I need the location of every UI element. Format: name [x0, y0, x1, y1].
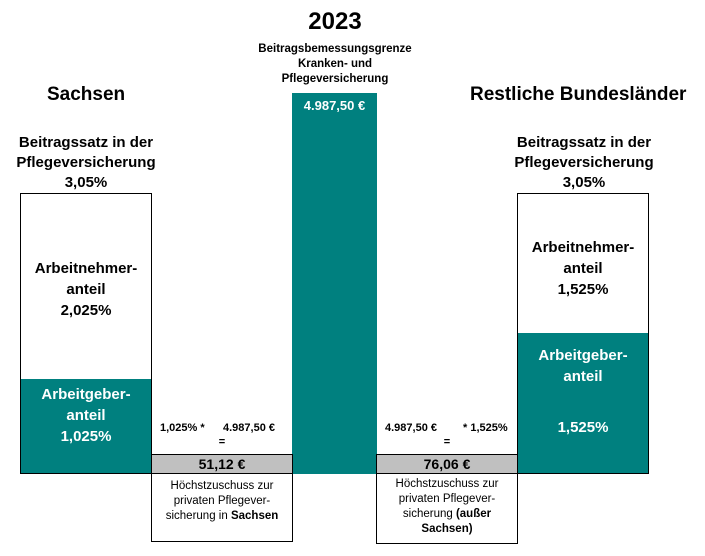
right-segment-arbeitnehmer: Arbeitnehmer- anteil 1,525% [518, 194, 648, 333]
right-rate-label-line1: Beitragssatz in der [516, 134, 652, 151]
right-rate-label: Beitragssatz in der Pflegeversicherung 3… [498, 133, 670, 193]
left-rate-label: Beitragssatz in der Pflegeversicherung 3… [0, 133, 172, 193]
right-note: Höchstzuschuss zur privaten Pflegever- s… [377, 477, 517, 537]
chart-title: 2023 [308, 8, 362, 35]
left-note-line1: Höchstzuschuss zur [170, 480, 274, 492]
left-rate-value: 3,05% [64, 174, 108, 191]
left-segment-arbeitgeber: Arbeitgeber- anteil 1,025% [21, 379, 151, 473]
left-rate-label-line2: Pflegeversicherung [16, 154, 156, 171]
right-note-line2: privaten Pflegever- [398, 493, 496, 505]
left-note-line3a: sicherung in [165, 510, 231, 522]
right-heading: Restliche Bundesländer [470, 84, 687, 105]
right-note-line3: sicherung (außer [377, 507, 517, 522]
left-note-line3: sicherung in Sachsen [152, 509, 292, 524]
right-result-box: 76,06 € Höchstzuschuss zur privaten Pfle… [376, 454, 518, 544]
left-formula-amount: 4.987,50 € [223, 422, 275, 434]
right-ag-label-line1: Arbeitgeber- [538, 347, 628, 364]
chart-subtitle: Beitragsbemessungsgrenze Kranken- und Pf… [258, 43, 412, 85]
right-formula-equals: = [443, 436, 451, 448]
left-note: Höchstzuschuss zur privaten Pflegever- s… [152, 479, 292, 524]
left-formula-equals: = [218, 436, 226, 448]
left-an-label-line2: anteil [66, 281, 106, 298]
right-note-line3b: (außer [455, 508, 492, 520]
left-ag-value: 1,025% [60, 428, 112, 445]
right-an-value: 1,525% [557, 281, 609, 298]
left-note-line3b: Sachsen [230, 510, 279, 522]
left-segment-arbeitnehmer: Arbeitnehmer- anteil 2,025% [21, 194, 151, 379]
left-ag-label-line2: anteil [66, 407, 106, 424]
right-rate-value: 3,05% [562, 174, 606, 191]
left-result-value: 51,12 € [152, 455, 292, 474]
center-bar-beitragsbemessungsgrenze: 4.987,50 € [292, 93, 377, 474]
left-stacked-bar: Arbeitnehmer- anteil 2,025% Arbeitgeber-… [20, 193, 152, 474]
center-bar-value: 4.987,50 € [303, 98, 366, 113]
left-ag-label-line1: Arbeitgeber- [41, 386, 131, 403]
left-heading: Sachsen [47, 84, 126, 105]
right-note-line3a: sicherung [402, 508, 456, 520]
left-result-box: 51,12 € Höchstzuschuss zur privaten Pfle… [151, 454, 293, 542]
left-an-value: 2,025% [60, 302, 112, 319]
right-formula-amount: 4.987,50 € [385, 422, 437, 434]
right-formula-rate: * 1,525% [463, 422, 508, 434]
left-note-line2: privaten Pflegever- [173, 495, 271, 507]
left-formula-rate: 1,025% * [160, 422, 205, 434]
right-result-value: 76,06 € [377, 455, 517, 474]
right-rate-label-line2: Pflegeversicherung [514, 154, 654, 171]
right-ag-label-line2: anteil [563, 368, 603, 385]
right-note-line4: Sachsen) [421, 523, 473, 535]
right-stacked-bar: Arbeitnehmer- anteil 1,525% Arbeitgeber-… [517, 193, 649, 474]
left-rate-label-line1: Beitragssatz in der [18, 134, 154, 151]
right-note-line1: Höchstzuschuss zur [395, 478, 499, 490]
right-an-label-line2: anteil [563, 260, 603, 277]
right-ag-value: 1,525% [557, 419, 609, 436]
left-an-label-line1: Arbeitnehmer- [34, 260, 138, 277]
right-an-label-line1: Arbeitnehmer- [531, 239, 635, 256]
right-segment-arbeitgeber: Arbeitgeber- anteil 1,525% [518, 333, 648, 473]
